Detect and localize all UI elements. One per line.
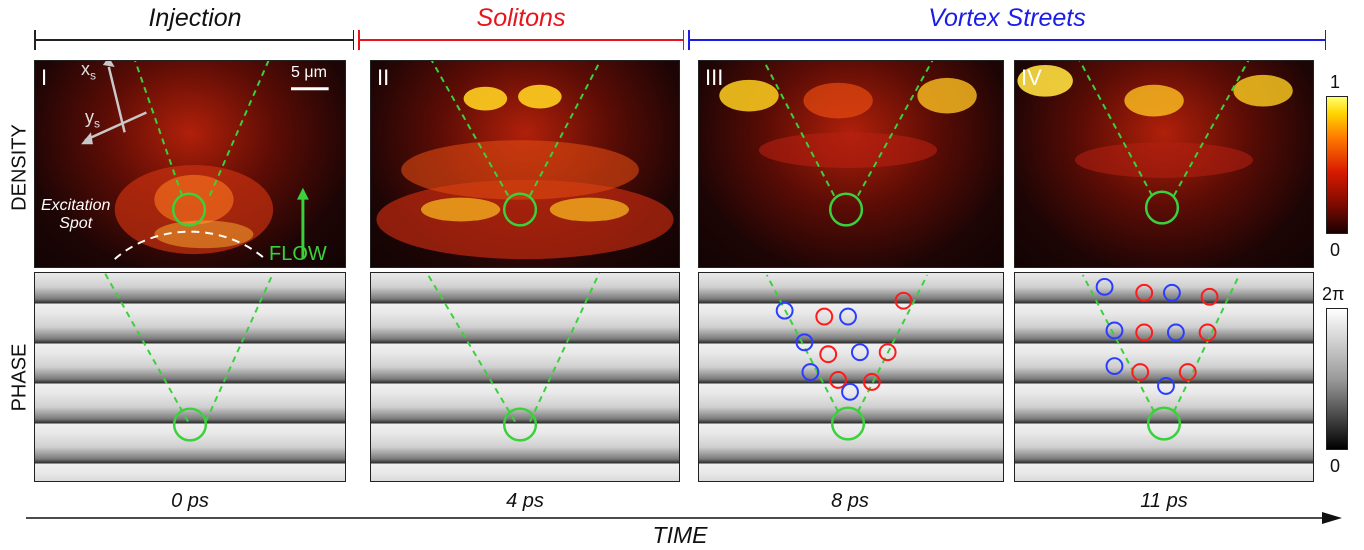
- density-panel-4-graphic: [1017, 61, 1293, 225]
- solitons-title: Solitons: [476, 4, 566, 32]
- density-colorbar-min: 0: [1330, 240, 1341, 260]
- vortex-bracket: [688, 30, 1326, 50]
- time-label-3: 8 ps: [831, 490, 869, 512]
- panel-numeral-2: II: [377, 65, 390, 90]
- solitons-bracket: [358, 30, 684, 50]
- time-axis-label: TIME: [652, 522, 708, 548]
- phase-panel-4-graphic: [1081, 274, 1241, 441]
- injection-title: Injection: [148, 4, 242, 32]
- scale-bar-label: 5 μm: [291, 64, 327, 81]
- density-panel-2: II: [370, 60, 680, 268]
- phase-panel-3-graphic: [765, 274, 929, 441]
- density-panel-3-graphic: [719, 61, 977, 227]
- density-row-label: DENSITY: [8, 124, 31, 211]
- axis-y-label: ys: [85, 107, 100, 131]
- panel-numeral-4: IV: [1021, 65, 1042, 90]
- phase-panel-2: [370, 272, 680, 482]
- phase-panel-1: [34, 272, 346, 482]
- time-label-1: 0 ps: [171, 490, 209, 512]
- phase-row-label: PHASE: [8, 343, 31, 412]
- time-axis-arrow: [26, 512, 1342, 524]
- panel-numeral-1: I: [41, 65, 48, 90]
- density-colorbar-max: 1: [1330, 72, 1341, 92]
- phase-panel-2-graphic: [426, 273, 601, 442]
- time-label-4: 11 ps: [1140, 490, 1188, 512]
- phase-colorbar-max: 2π: [1322, 284, 1345, 304]
- flow-label: FLOW: [269, 243, 327, 265]
- axis-x-label: xs: [81, 60, 96, 83]
- density-colorbar: [1326, 96, 1348, 234]
- panel-numeral-3: III: [705, 65, 724, 90]
- time-label-2: 4 ps: [506, 490, 544, 512]
- excitation-spot-label: Excitation Spot: [41, 197, 111, 232]
- density-panel-1: I xs ys 5 μm Excitation Spot FLOW: [34, 60, 346, 268]
- phase-colorbar-min: 0: [1330, 456, 1341, 476]
- phase-colorbar: [1326, 308, 1348, 450]
- density-panel-4: IV: [1014, 60, 1314, 268]
- phase-panel-3: [698, 272, 1004, 482]
- injection-bracket: [34, 30, 354, 50]
- phase-panel-1-graphic: [103, 273, 275, 442]
- vortex-streets-title: Vortex Streets: [928, 4, 1086, 32]
- density-panel-3: III: [698, 60, 1004, 268]
- phase-panel-4: [1014, 272, 1314, 482]
- density-panel-2-graphic: [376, 61, 674, 260]
- density-panel-1-graphic: [81, 61, 329, 260]
